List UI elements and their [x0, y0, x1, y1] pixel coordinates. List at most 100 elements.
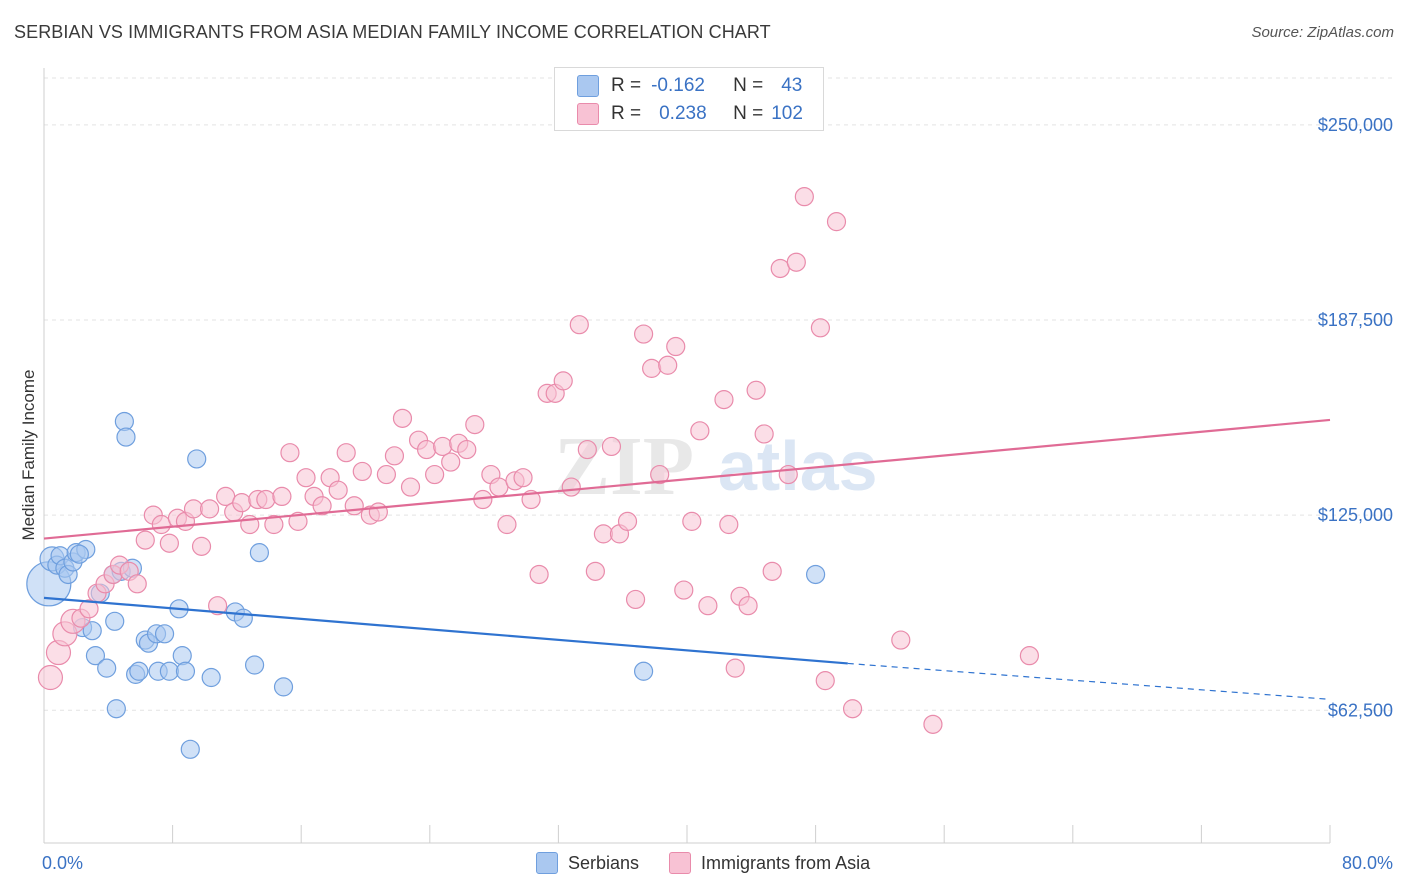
immigrants-asia-point [826, 212, 847, 232]
watermark-atlas: atlas [718, 427, 878, 505]
immigrants-asia-point [344, 496, 364, 516]
bottom-legend-serbians[interactable]: Serbians [536, 852, 639, 874]
immigrants-asia-point [762, 561, 782, 581]
serbians-point [129, 661, 149, 681]
immigrants-asia-point [392, 408, 413, 428]
immigrants-asia-point [714, 390, 734, 410]
serbians-point [187, 449, 207, 469]
legend: R = -0.162 N = 43 R = 0.238 N = 102 [554, 67, 824, 131]
y-tick-label: $250,000 [1318, 115, 1393, 135]
immigrants-asia-point [191, 536, 212, 556]
legend-n-label: N = [733, 103, 764, 124]
immigrants-asia-point [127, 574, 147, 594]
immigrants-asia-point [296, 468, 316, 488]
immigrants-asia-point [280, 443, 300, 463]
immigrants-asia-point [183, 499, 204, 519]
immigrants-asia-point [593, 524, 614, 544]
bottom-legend-label-immigrants-asia: Immigrants from Asia [701, 852, 871, 873]
serbians-trend-extension [847, 662, 1331, 700]
immigrants-asia-point [465, 414, 485, 435]
immigrants-asia-point [264, 514, 284, 535]
immigrants-asia-point [770, 258, 790, 279]
immigrants-asia-point [577, 439, 597, 460]
immigrants-asia-point [682, 511, 702, 531]
legend-r-label: R = [611, 103, 642, 124]
immigrants-asia-point [368, 502, 388, 522]
serbians-point [175, 661, 196, 681]
immigrants-asia-point [923, 714, 943, 734]
serbians-point [180, 739, 200, 759]
immigrants-asia-point [815, 671, 835, 691]
legend-swatch-immigrants-asia [577, 103, 599, 125]
immigrants-asia-point [891, 630, 911, 650]
immigrants-asia-point [199, 499, 220, 519]
serbians-point [201, 667, 221, 688]
bottom-legend: Serbians Immigrants from Asia [536, 852, 900, 874]
immigrants-asia-point [400, 477, 421, 497]
source-label: Source: ZipAtlas.com [1251, 24, 1394, 41]
immigrants-asia-point [1019, 646, 1039, 666]
serbians-trend-line [43, 596, 848, 665]
immigrants-asia-point [328, 480, 348, 500]
serbians-point [106, 699, 126, 719]
serbians-point [116, 427, 136, 447]
serbians-point [69, 544, 89, 564]
immigrants-asia-point [336, 443, 356, 463]
immigrants-asia-point [159, 533, 179, 553]
watermark-zip: ZIP [554, 420, 694, 513]
legend-r-label: R = [611, 75, 642, 96]
immigrants-asia-point [625, 589, 646, 610]
trend-lines [43, 418, 1331, 700]
immigrants-asia-point [272, 486, 292, 507]
serbians-point [172, 646, 192, 666]
immigrants-asia-point [674, 580, 694, 600]
immigrants-asia-point [441, 452, 461, 472]
immigrants-asia-point [642, 358, 662, 378]
series-immigrants-asia-points [37, 187, 1039, 734]
immigrants-asia-point [585, 561, 605, 581]
immigrants-asia-point [37, 664, 64, 691]
immigrants-asia-point [288, 511, 308, 531]
bottom-legend-swatch-serbians [536, 852, 558, 874]
bottom-legend-immigrants-asia[interactable]: Immigrants from Asia [669, 852, 870, 874]
immigrants-asia-point [561, 477, 581, 497]
x-tick-labels: 0.0% 80.0% [42, 853, 1393, 873]
axes [43, 68, 1331, 844]
immigrants-asia-point [425, 464, 445, 485]
serbians-point [244, 655, 265, 675]
immigrants-asia-point [666, 336, 686, 357]
immigrants-asia-point [529, 564, 549, 585]
legend-row-immigrants-asia: R = 0.238 N = 102 [577, 102, 803, 126]
x-tick-label: 80.0% [1342, 853, 1393, 873]
legend-r-value: -0.162 [651, 75, 705, 96]
serbians-point [805, 564, 826, 585]
immigrants-asia-point [658, 355, 678, 375]
y-tick-labels: $62,500 $125,000 $187,500 $250,000 [1318, 115, 1393, 720]
immigrants-asia-point [553, 371, 573, 391]
serbians-point [82, 621, 102, 641]
legend-n-label: N = [733, 75, 764, 96]
legend-n-value: 102 [771, 103, 803, 124]
immigrants-asia-point [794, 187, 814, 207]
bottom-legend-swatch-immigrants-asia [669, 852, 692, 874]
immigrants-asia-point [384, 446, 405, 466]
immigrants-asia-point [725, 658, 745, 678]
serbians-point [85, 646, 106, 666]
immigrants-asia-point [842, 699, 863, 719]
immigrants-asia-point [312, 496, 332, 516]
legend-row-serbians: R = -0.162 N = 43 [577, 74, 802, 98]
immigrants-asia-point [746, 380, 766, 400]
immigrants-asia-point [489, 477, 509, 497]
immigrants-asia-trend-line [43, 418, 1331, 540]
serbians-point [159, 661, 179, 681]
serbians-point [233, 608, 253, 628]
immigrants-asia-point [569, 315, 589, 335]
immigrants-asia-point [79, 599, 99, 619]
chart-title: SERBIAN VS IMMIGRANTS FROM ASIA MEDIAN F… [14, 22, 771, 42]
legend-n-value: 43 [781, 75, 803, 96]
immigrants-asia-point [690, 421, 710, 441]
series-serbians-points [26, 411, 826, 759]
serbians-point [273, 677, 294, 697]
immigrants-asia-point [738, 596, 758, 616]
